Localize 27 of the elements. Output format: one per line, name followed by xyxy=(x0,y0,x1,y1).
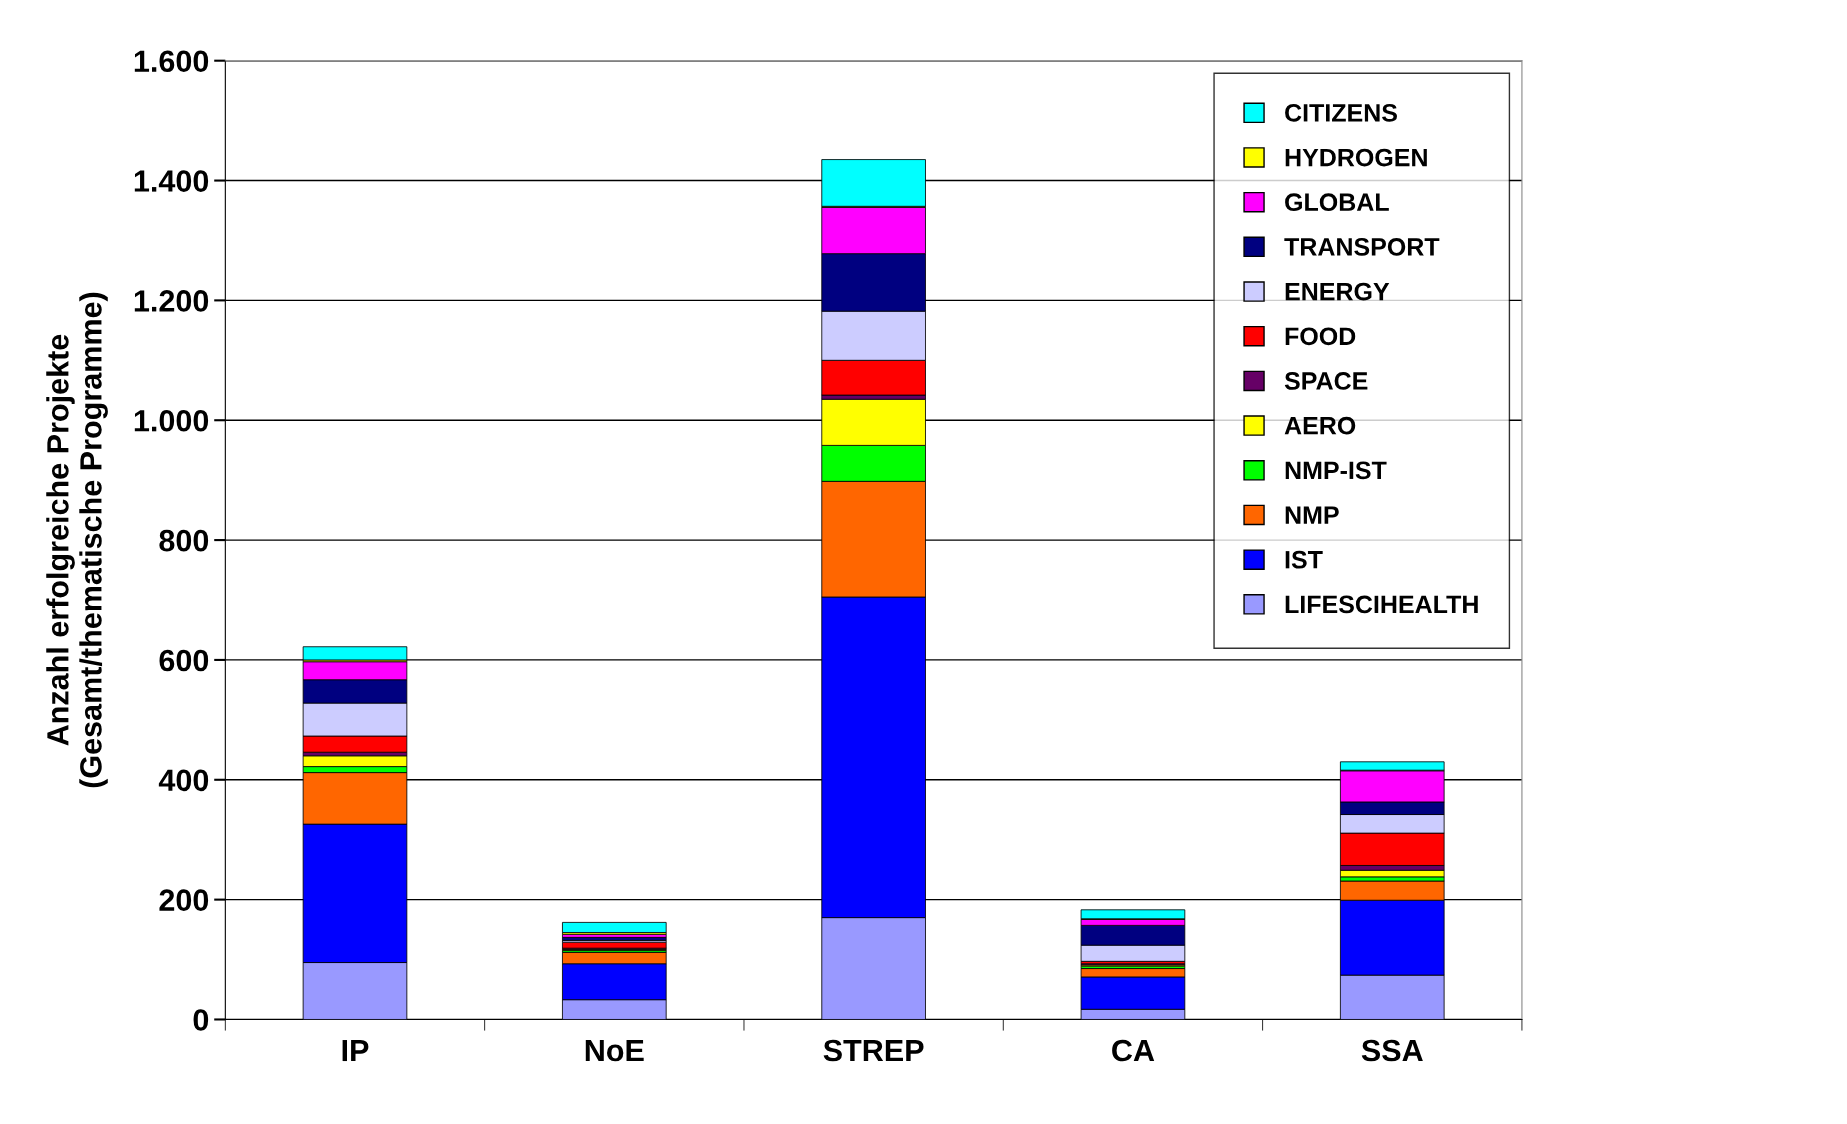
y-tick-label: 1.600 xyxy=(134,50,209,73)
y-tick-label: 800 xyxy=(159,529,209,552)
y-tick-label: 200 xyxy=(159,889,209,911)
legend-label: GLOBAL xyxy=(1285,193,1389,212)
legend-label: LIFESCIHEALTH xyxy=(1285,595,1478,614)
legend-label: IST xyxy=(1285,550,1323,569)
x-tick-label: NoE xyxy=(585,1040,644,1062)
legend-label: CITIZENS xyxy=(1285,103,1397,122)
legend-label: TRANSPORT xyxy=(1284,238,1440,256)
legend-label: FOOD xyxy=(1285,327,1356,346)
y-tick-label: 1.400 xyxy=(134,170,209,192)
y-axis-title: Anzahl erfolgreiche Projekte (Gesamt/thematische Programme) xyxy=(46,292,108,788)
x-tick-label: SSA xyxy=(1361,1039,1423,1062)
y-tick-label: 0 xyxy=(193,1009,209,1031)
y-tick-label: 1.000 xyxy=(134,409,209,432)
legend-label: NMP-IST xyxy=(1285,461,1387,480)
y-tick-label: 600 xyxy=(159,649,209,672)
legend-label: NMP xyxy=(1285,506,1339,524)
x-tick-label: STREP xyxy=(823,1039,924,1062)
legend-label: HYDROGEN xyxy=(1285,148,1427,167)
legend-label: AERO xyxy=(1284,416,1356,435)
legend-label: ENERGY xyxy=(1285,282,1390,301)
x-tick-label: CA xyxy=(1112,1039,1155,1062)
y-tick-label: 1.200 xyxy=(134,290,209,312)
x-tick-label: IP xyxy=(342,1040,369,1062)
y-tick-label: 400 xyxy=(158,769,209,792)
legend-label: SPACE xyxy=(1284,372,1368,390)
